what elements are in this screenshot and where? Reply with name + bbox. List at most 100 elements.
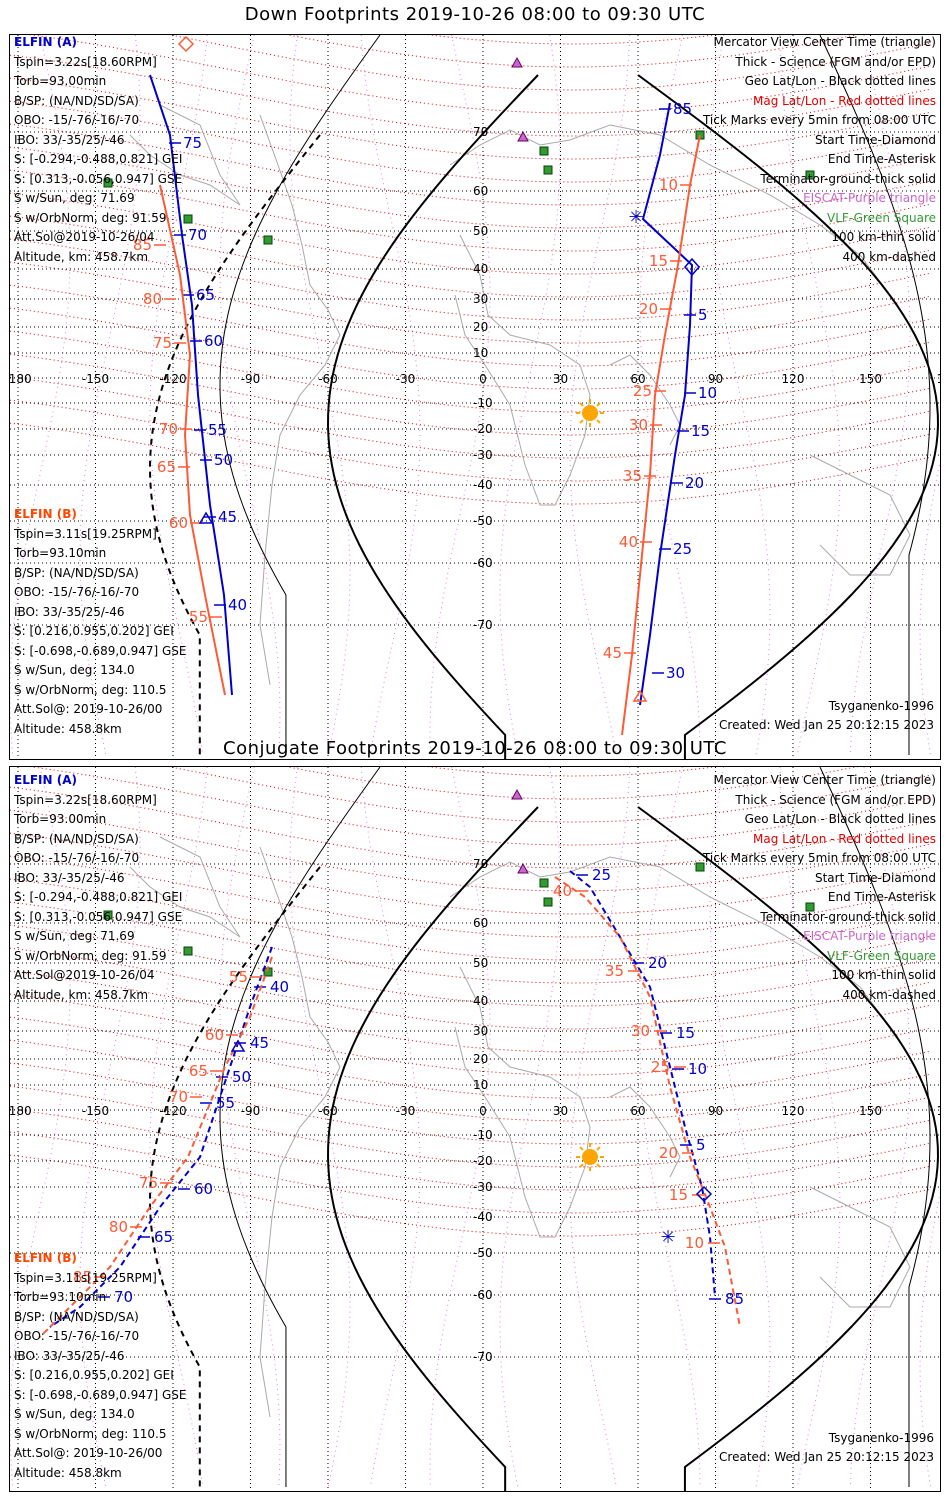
eiscat-triangle-icon (511, 56, 523, 68)
elfin-b-info-down: ELFIN (B) Tspin=3.11s[19.25RPM] Torb=93.… (14, 505, 187, 739)
map-canvas-conjugate[interactable]: -180 -150 -120 -90 -60 -30 0 30 60 90 120 150 180 10 2… (10, 767, 940, 1491)
lon-tick-label: 0 (479, 1104, 487, 1118)
lon-tick-label: 180 (937, 372, 940, 386)
mag-lon-line (639, 767, 701, 1488)
track-tick-label: 70 (114, 1288, 133, 1306)
map-canvas-down[interactable]: -180 -150 -120 -90 -60 -30 0 30 60 90 120 150 180 10 2… (10, 35, 940, 759)
mag-lat-line (10, 1131, 931, 1214)
lat-tick-label: 70 (473, 857, 488, 871)
mag-lat-line (10, 422, 931, 505)
vlf-square-icon (183, 946, 193, 956)
elfin-b-info-conjugate: ELFIN (B) Tspin=3.11s[19.25RPM] Torb=93.… (14, 1249, 187, 1483)
track-tick-label: 70 (188, 226, 207, 244)
sun-icon (582, 1149, 598, 1165)
track-tick-label: 60 (205, 1026, 224, 1044)
mag-lon-line (499, 767, 561, 1488)
lon-tick-label: 120 (782, 1104, 805, 1118)
track-tick-label: 35 (623, 467, 642, 485)
track-tick-label: 10 (688, 1060, 707, 1078)
info-line: Altitude, km: 458.7km (14, 249, 149, 264)
lat-tick-label: 10 (473, 1078, 488, 1092)
lon-tick-label: 150 (859, 372, 882, 386)
info-line: S: [-0.294,-0.488,0.821] GEI (14, 890, 183, 904)
sun-icon (582, 405, 598, 421)
legend-item: Tick Marks every 5min from 08:00 UTC (702, 113, 936, 127)
info-line: Tspin=3.22s[18.60RPM] (14, 792, 157, 807)
info-line: Tspin=3.11s[19.25RPM] (14, 526, 157, 541)
info-line: S: [-0.698,-0.689,0.947] GSE (14, 1387, 187, 1402)
coastline (259, 846, 341, 1418)
track-tick-label: 85 (133, 236, 152, 254)
info-line: S w/OrbNorm, deg: 110.5 (14, 1426, 167, 1441)
track-tick-label: 35 (605, 962, 624, 980)
vlf-square-icon (539, 146, 549, 156)
coastline (609, 354, 681, 446)
eiscat-triangle-icon (517, 862, 529, 874)
coastline (809, 1186, 911, 1308)
legend-item: Mag Lat/Lon - Red dotted lines (752, 93, 936, 108)
info-line: IBO: 33/-35/25/-46 (14, 870, 125, 885)
track-tick-label: 15 (676, 1024, 695, 1042)
terminator-line (327, 806, 539, 1491)
info-line: S w/OrbNorm, deg: 91.59 (14, 948, 167, 963)
lat-tick-label: -70 (473, 1350, 493, 1364)
elfin-b-track (49, 946, 273, 1328)
track-tick-label: 40 (270, 978, 289, 996)
lat-tick-label: 30 (473, 1024, 488, 1038)
info-line: Torb=93.00min (14, 74, 107, 88)
info-line: S: [0.313,-0.056,0.947] GSE (14, 909, 183, 924)
info-line: S: [0.216,0.955,0.202] GEI (14, 624, 174, 638)
lon-tick-label: 180 (937, 1104, 940, 1118)
vlf-square-icon (103, 910, 113, 920)
coastline (609, 1086, 681, 1178)
coastline (129, 836, 241, 938)
track-tick-label: 65 (189, 1062, 208, 1080)
oval-400km-line (149, 866, 321, 1487)
lon-tick-label: -90 (241, 372, 261, 386)
lat-tick-label: -50 (473, 514, 493, 528)
coastline (454, 234, 591, 506)
lon-tick-label: 0 (479, 372, 487, 386)
info-line: OBO: -15/-76/-16/-70 (14, 113, 140, 127)
track-tick-label: 15 (691, 422, 710, 440)
track-tick-label: 55 (216, 1094, 235, 1112)
coastline (454, 966, 591, 1238)
info-line: S w/Sun, deg: 71.69 (14, 191, 135, 205)
mag-lon-line (429, 35, 491, 756)
lon-tick-label: -60 (318, 1104, 338, 1118)
elfin-a-track (639, 102, 694, 706)
info-line: S: [-0.294,-0.488,0.821] GEI (14, 152, 183, 166)
lon-tick-label: 30 (553, 1104, 568, 1118)
track-tick-label: 20 (648, 954, 667, 972)
info-line: S: [0.313,-0.056,0.947] GSE (14, 171, 183, 186)
track-tick-label: 5 (696, 1136, 706, 1154)
track-tick-label: 80 (143, 290, 162, 308)
start-diamond-icon (684, 257, 700, 277)
legend-item: EISCAT-Purple triangle (803, 929, 936, 943)
sun-ray (579, 1163, 584, 1168)
track-tick-label: 55 (208, 421, 227, 439)
panel-title-down: Down Footprints 2019-10-26 08:00 to 09:3… (244, 4, 706, 25)
sun-ray (596, 1163, 601, 1168)
lon-tick-label: 90 (708, 372, 723, 386)
lon-tick-label: -150 (82, 1104, 109, 1118)
info-line: Altitude: 458.8km (14, 721, 122, 736)
track-tick-label: 45 (603, 644, 622, 662)
center-triangle-icon (632, 689, 648, 702)
legend-item: End Time-Asterisk (827, 152, 936, 166)
info-line: Torb=93.10min (14, 546, 107, 560)
legend-item: Terminator-ground-thick solid (760, 909, 936, 924)
lat-tick-label: -30 (473, 448, 493, 462)
info-line: Altitude, km: 458.7km (14, 987, 149, 1002)
legend-item: VLF-Green Square (827, 948, 936, 963)
eiscat-triangle-icon (517, 130, 529, 142)
coastline (809, 454, 911, 576)
model-label: Tsyganenko-1996 (828, 699, 934, 713)
start-diamond-icon (695, 1185, 713, 1203)
legend-item: 100 km-thin solid (831, 230, 936, 244)
lon-tick-label: 60 (630, 372, 645, 386)
center-triangle-icon (198, 511, 214, 524)
vlf-square-icon (103, 178, 113, 188)
info-line: S w/Sun, deg: 134.0 (14, 1407, 135, 1421)
lat-tick-label: -20 (473, 1154, 493, 1168)
